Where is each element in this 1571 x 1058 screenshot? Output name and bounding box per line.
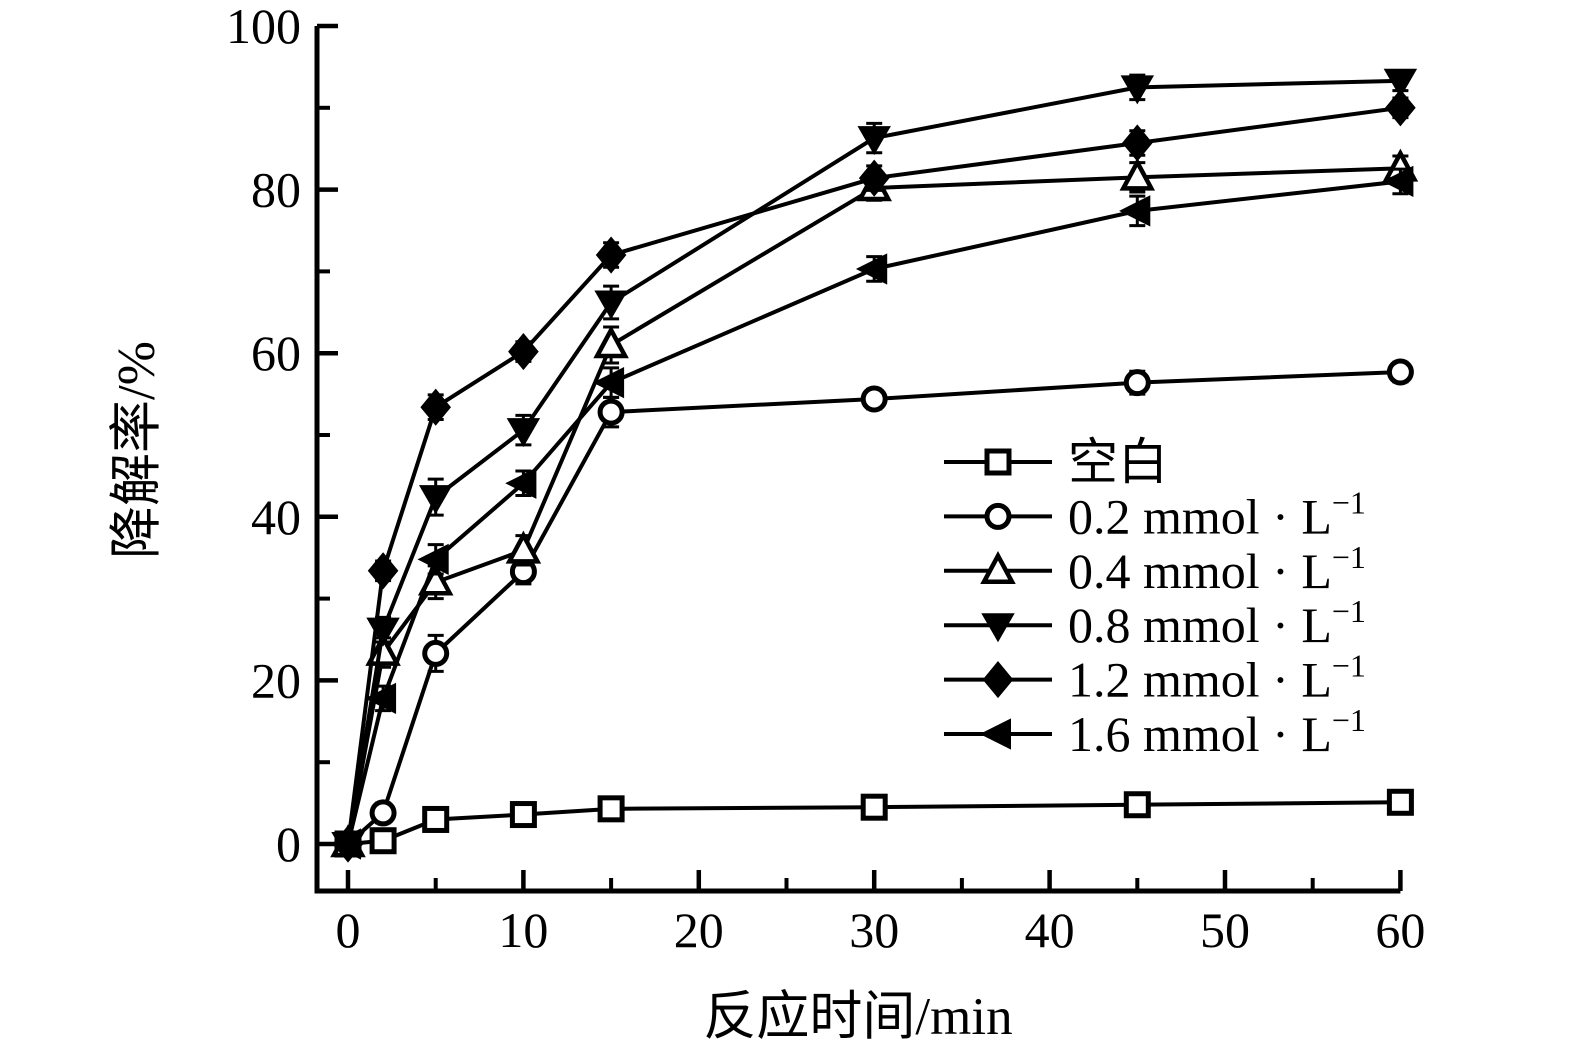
open-square-marker [422,805,450,833]
legend: 空白0.2 mmol · L−10.4 mmol · L−10.8 mmol ·… [944,434,1366,762]
series-1.2mmol [332,89,1416,863]
filled-triangle-left-marker [329,828,361,860]
legend-item-0.2mmol: 0.2 mmol · L−1 [944,484,1366,544]
x-tick-label: 0 [336,902,361,958]
axes: 0 20 40 60 80 100 0 10 20 30 40 50 60 [226,0,1425,958]
legend-label: 1.6 mmol · L−1 [1068,702,1366,762]
open-circle-marker [1123,369,1151,397]
y-tick-label: 40 [251,489,301,545]
legend-label: 0.2 mmol · L−1 [1068,484,1366,544]
series-blank [334,788,1414,858]
x-tick-label: 20 [674,902,724,958]
open-triangle-up-marker [593,325,629,359]
filled-triangle-left-marker [417,543,449,575]
filled-triangle-left-marker [1119,195,1151,227]
y-tick-label: 80 [251,162,301,218]
open-square-marker [1386,788,1414,816]
legend-label: 空白 [1068,434,1168,490]
y-tick-label: 0 [276,816,301,872]
filled-diamond-marker [1122,124,1153,162]
y-tick-label: 20 [251,652,301,708]
filled-triangle-down-marker [594,290,628,320]
open-triangle-up-marker [980,551,1016,585]
open-circle-marker [597,398,625,426]
filled-diamond-marker [1385,89,1416,127]
open-circle-marker [1386,358,1414,386]
filled-diamond-marker [508,332,539,371]
x-tick-label: 10 [498,902,548,958]
filled-diamond-marker [858,159,890,197]
open-square-marker [369,827,397,855]
filled-diamond-marker [420,388,451,426]
series-1.6mmol [329,165,1414,860]
open-circle-marker [860,385,888,413]
legend-item-0.8mmol: 0.8 mmol · L−1 [944,593,1366,653]
series-line [346,370,1401,846]
filled-triangle-down-marker [506,418,541,448]
open-square-marker [509,801,537,829]
open-triangle-up-marker [1119,157,1156,191]
x-axis-title: 反应时间/min [703,988,1013,1046]
filled-triangle-left-marker [364,682,397,715]
filled-triangle-left-marker [855,253,888,285]
filled-triangle-down-marker [1383,68,1418,98]
filled-triangle-down-marker [1120,75,1155,105]
legend-item-1.6mmol: 1.6 mmol · L−1 [944,702,1366,762]
series-0.8mmol [331,68,1418,862]
filled-triangle-left-marker [505,467,537,499]
legend-label: 0.8 mmol · L−1 [1068,593,1366,653]
filled-triangle-left-marker [1382,165,1414,198]
x-tick-label: 30 [849,902,899,958]
legend-item-0.4mmol: 0.4 mmol · L−1 [944,539,1366,599]
series-line [346,105,1401,845]
legend-label: 0.4 mmol · L−1 [1068,539,1366,599]
series-line [346,179,1401,845]
open-square-marker [597,795,625,823]
legend-item-blank: 空白 [944,434,1168,490]
series-line [346,78,1401,845]
filled-diamond-marker [982,661,1014,699]
filled-diamond-marker [367,552,399,590]
open-square-marker [860,793,888,821]
legend-label: 1.2 mmol · L−1 [1068,648,1366,708]
x-tick-label: 50 [1200,902,1250,958]
open-square-marker [1123,791,1151,819]
filled-triangle-left-marker [979,718,1011,750]
legend-item-1.2mmol: 1.2 mmol · L−1 [944,648,1366,708]
filled-triangle-down-marker [981,613,1015,643]
y-tick-label: 100 [226,0,301,54]
series-line [346,166,1401,845]
open-triangle-up-marker [365,632,401,666]
filled-triangle-down-marker [418,485,453,515]
open-square-marker [984,448,1012,476]
open-circle-marker [984,502,1012,530]
x-tick-label: 40 [1025,902,1075,958]
filled-diamond-marker [595,236,627,274]
open-triangle-up-marker [505,530,542,564]
filled-triangle-down-marker [857,126,891,156]
filled-triangle-left-marker [592,367,625,399]
y-tick-label: 60 [251,325,301,381]
y-axis-title: 降解率/% [108,341,166,559]
open-circle-marker [422,639,450,667]
x-tick-label: 60 [1375,902,1425,958]
open-circle-marker [369,799,397,827]
